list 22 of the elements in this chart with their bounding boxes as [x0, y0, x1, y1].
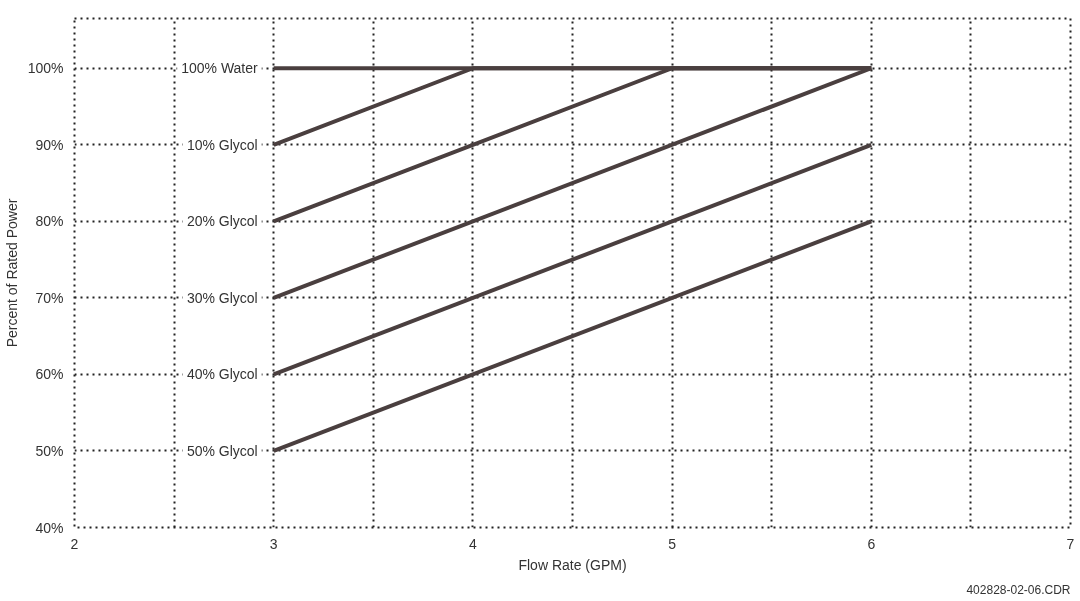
series-label: 50% Glycol [186, 442, 258, 459]
x-axis-title: Flow Rate (GPM) [518, 556, 627, 573]
y-tick-label: 70% [35, 289, 64, 306]
x-tick-label: 7 [1066, 535, 1075, 552]
y-tick-label: 80% [35, 213, 64, 230]
x-tick-label: 6 [867, 535, 876, 552]
x-tick-label: 3 [269, 535, 278, 552]
y-tick-label: 90% [35, 136, 64, 153]
x-tick-label: 2 [70, 535, 79, 552]
y-tick-label: 40% [35, 519, 64, 536]
x-tick-label: 5 [668, 535, 677, 552]
series-label: 10% Glycol [186, 136, 258, 153]
series-label: 20% Glycol [186, 213, 258, 230]
y-tick-label: 50% [35, 442, 64, 459]
y-tick-label: 100% [27, 60, 64, 77]
text: 402828-02-06.CDR [966, 582, 1071, 597]
series-label: 100% Water [181, 60, 259, 77]
series-label: 30% Glycol [186, 289, 258, 306]
series-label: 40% Glycol [186, 366, 258, 383]
y-tick-label: 60% [35, 366, 64, 383]
y-axis-title: Percent of Rated Power [3, 198, 20, 348]
x-tick-label: 4 [469, 535, 478, 552]
